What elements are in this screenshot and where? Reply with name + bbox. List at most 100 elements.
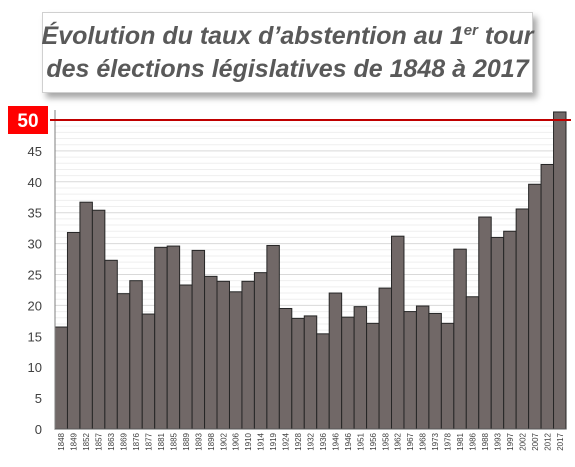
bar-1962-27 — [391, 235, 405, 430]
bar-1898-12 — [204, 275, 218, 430]
x-tick-label: 1857 — [95, 432, 104, 450]
y-tick-label: 30 — [28, 237, 42, 252]
bar-2017-40 — [553, 111, 567, 430]
y-tick-label: 15 — [28, 329, 42, 344]
x-tick-label: 2007 — [531, 432, 540, 450]
title-text-end: tour — [477, 21, 534, 50]
x-tick-label: 1902 — [219, 432, 228, 450]
title-text-start: Évolution du taux d’abstention au 1 — [41, 21, 464, 50]
x-tick-label: 1968 — [419, 432, 428, 450]
x-tick-label: 1898 — [207, 432, 216, 450]
x-tick-label: 1906 — [232, 432, 241, 450]
bar-2002-37 — [515, 208, 530, 430]
x-tick-label: 1852 — [82, 432, 91, 450]
x-tick-label: 1849 — [70, 432, 79, 450]
chart-title-line-2: des élections législatives de 1848 à 201… — [46, 54, 529, 83]
x-tick-label: 1910 — [244, 432, 253, 450]
x-tick-label: 1932 — [307, 432, 316, 450]
bar-1956-25 — [366, 322, 380, 430]
x-tick-label: 1973 — [431, 432, 440, 450]
bar-1958-26 — [378, 287, 393, 430]
y-tick-label: 45 — [28, 144, 42, 159]
x-tick-label: 1881 — [157, 432, 166, 450]
bar-1876-6 — [129, 280, 143, 430]
bar-1932-20 — [303, 315, 318, 430]
x-tick-label: 1951 — [356, 432, 365, 450]
bar-1857-3 — [91, 209, 106, 430]
bar-1968-29 — [415, 305, 430, 430]
x-tick-label: 1978 — [444, 432, 453, 450]
y-tick-label: 5 — [35, 391, 42, 406]
x-tick-label: 1936 — [319, 432, 328, 450]
x-tick-label: 1919 — [269, 432, 278, 450]
x-tick-label: 1914 — [257, 432, 266, 450]
x-tick-label: 1876 — [132, 432, 141, 450]
bar-1993-35 — [490, 236, 505, 430]
bar-1981-32 — [453, 248, 467, 430]
x-tick-label: 1946 — [344, 432, 353, 450]
x-tick-label: 1981 — [456, 432, 465, 450]
bar-1946-23 — [341, 316, 355, 430]
bar-1988-34 — [478, 216, 492, 430]
x-tick-label: 2017 — [556, 432, 565, 450]
x-tick-label: 1988 — [481, 432, 490, 450]
x-tick-label: 1956 — [369, 432, 378, 450]
x-tick-label: 1967 — [406, 432, 415, 450]
y-tick-label: 25 — [28, 268, 42, 283]
bar-1863-4 — [104, 259, 118, 430]
bar-1877-7 — [141, 313, 156, 430]
bar-1885-9 — [166, 245, 181, 430]
bar-1848-0 — [54, 326, 68, 430]
bar-1978-31 — [440, 322, 455, 430]
bar-2007-38 — [528, 183, 542, 430]
bar-1967-28 — [403, 311, 417, 430]
x-tick-label: 1877 — [144, 432, 153, 450]
bar-1914-16 — [253, 272, 268, 430]
bar-1849-1 — [66, 231, 81, 430]
bar-1986-33 — [465, 296, 480, 430]
x-tick-label: 1946 — [331, 432, 340, 450]
y-tick-label: 35 — [28, 206, 42, 221]
x-tick-label: 1962 — [394, 432, 403, 450]
chart-title-line-1: Évolution du taux d’abstention au 1er to… — [42, 20, 534, 53]
x-tick-label: 1848 — [57, 432, 66, 450]
x-tick-label: 2012 — [543, 432, 552, 450]
x-tick-label: 1863 — [107, 432, 116, 450]
x-tick-label: 1928 — [294, 432, 303, 450]
bar-1910-15 — [241, 280, 255, 430]
x-tick-label: 1924 — [282, 432, 291, 450]
x-tick-label: 1958 — [381, 432, 390, 450]
x-tick-label: 1986 — [469, 432, 478, 450]
bar-1946-22 — [328, 292, 343, 430]
y-tick-label: 40 — [28, 175, 42, 190]
bar-1924-18 — [278, 307, 293, 430]
x-tick-label: 1889 — [182, 432, 191, 450]
bar-1893-11 — [191, 249, 206, 430]
bar-1906-14 — [228, 291, 243, 430]
bar-2012-39 — [540, 164, 555, 430]
bar-1869-5 — [116, 293, 131, 430]
reference-label: 50 — [17, 111, 38, 132]
x-tick-label: 1885 — [169, 432, 178, 450]
bar-1902-13 — [216, 280, 230, 430]
title-superscript: er — [463, 21, 478, 39]
bar-1973-30 — [428, 312, 442, 430]
x-tick-label: 1869 — [120, 432, 129, 450]
bar-1852-2 — [79, 201, 93, 430]
x-tick-label: 2002 — [518, 432, 527, 450]
y-tick-label: 10 — [28, 360, 42, 375]
chart-title-box: Évolution du taux d’abstention au 1er to… — [42, 12, 534, 93]
bar-1951-24 — [353, 306, 368, 430]
bar-1936-21 — [316, 333, 330, 430]
y-tick-label: 20 — [28, 298, 42, 313]
bar-1928-19 — [291, 317, 305, 430]
x-tick-label: 1997 — [506, 432, 515, 450]
x-tick-label: 1893 — [194, 432, 203, 450]
reference-label-box — [8, 106, 48, 134]
bar-1881-8 — [154, 246, 168, 430]
bar-1997-36 — [503, 230, 517, 430]
x-tick-label: 1993 — [493, 432, 502, 450]
bar-1919-17 — [266, 244, 280, 430]
y-tick-label: 0 — [35, 422, 42, 437]
